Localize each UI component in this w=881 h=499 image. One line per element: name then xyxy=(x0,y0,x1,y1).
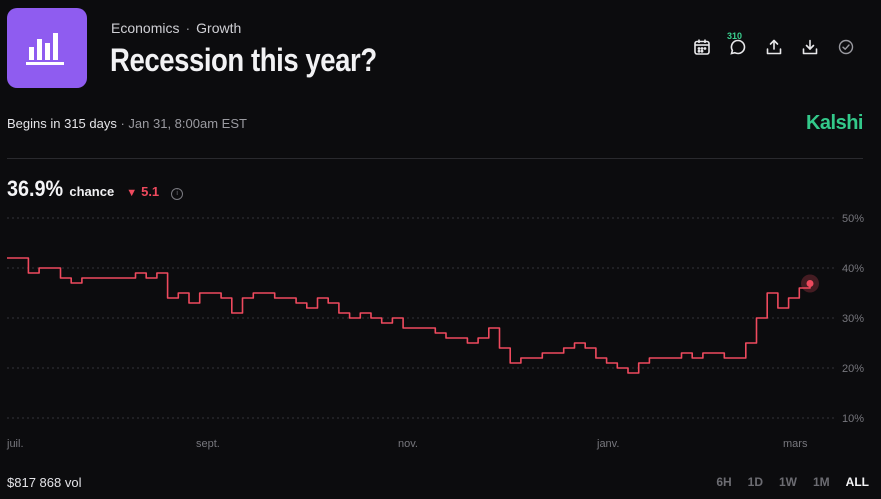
divider xyxy=(7,158,863,159)
comment-icon xyxy=(730,39,746,55)
resolve-check-button[interactable] xyxy=(837,38,855,56)
volume-label: $817 868 vol xyxy=(7,475,82,490)
y-tick-label: 40% xyxy=(842,263,864,275)
range-1w[interactable]: 1W xyxy=(779,475,797,489)
probability-change: ▼ 5.1 xyxy=(126,184,159,199)
y-tick-label: 10% xyxy=(842,413,864,425)
probability-summary: 36.9% chance ▼ 5.1 i xyxy=(7,176,184,202)
page-title: Recession this year? xyxy=(110,42,377,78)
breadcrumb-category[interactable]: Economics xyxy=(111,20,180,36)
share-button[interactable] xyxy=(765,38,783,56)
download-button[interactable] xyxy=(801,38,819,56)
comments-button[interactable]: 310 xyxy=(727,31,747,56)
share-icon xyxy=(766,39,782,55)
range-all[interactable]: ALL xyxy=(845,475,869,489)
series-line xyxy=(7,257,811,374)
event-start-info: Begins in 315 days · Jan 31, 8:00am EST xyxy=(7,116,247,131)
calendar-button[interactable] xyxy=(693,38,711,56)
check-circle-icon xyxy=(838,39,854,55)
down-arrow-icon: ▼ xyxy=(126,187,138,199)
x-tick-label: sept. xyxy=(196,438,220,450)
comment-count-badge: 310 xyxy=(727,31,743,41)
x-tick-label: nov. xyxy=(398,438,418,450)
brand-logo[interactable]: Kalshi xyxy=(805,112,864,134)
chart-gridlines xyxy=(7,217,836,419)
breadcrumb-subcategory[interactable]: Growth xyxy=(196,20,242,36)
breadcrumb-separator: · xyxy=(185,20,191,36)
probability-value: 36.9% xyxy=(7,176,64,201)
begins-date: · Jan 31, 8:00am EST xyxy=(120,116,247,131)
download-icon xyxy=(802,39,818,55)
probability-chart[interactable]: 50% 40% 30% 20% 10% juil. sept. nov. janv. mars xyxy=(0,200,881,458)
x-tick-label: juil. xyxy=(6,438,24,450)
toolbar: 310 xyxy=(693,31,855,56)
time-range-selector: 6H 1D 1W 1M ALL xyxy=(700,475,869,489)
calendar-icon xyxy=(694,39,710,55)
info-icon[interactable]: i xyxy=(171,188,184,200)
range-1m[interactable]: 1M xyxy=(813,475,830,489)
current-point[interactable] xyxy=(806,280,814,287)
range-1d[interactable]: 1D xyxy=(747,475,763,489)
chance-label: chance xyxy=(69,184,115,199)
y-tick-label: 20% xyxy=(842,363,864,375)
bar-chart-icon xyxy=(26,33,64,65)
range-6h[interactable]: 6H xyxy=(716,475,732,489)
market-logo xyxy=(7,8,87,88)
x-tick-label: mars xyxy=(783,438,808,450)
y-tick-label: 50% xyxy=(842,213,864,225)
y-tick-label: 30% xyxy=(842,313,864,325)
change-value: 5.1 xyxy=(141,184,160,199)
breadcrumb: Economics · Growth xyxy=(111,20,241,36)
x-tick-label: janv. xyxy=(596,438,619,450)
begins-countdown: Begins in 315 days xyxy=(7,116,117,131)
